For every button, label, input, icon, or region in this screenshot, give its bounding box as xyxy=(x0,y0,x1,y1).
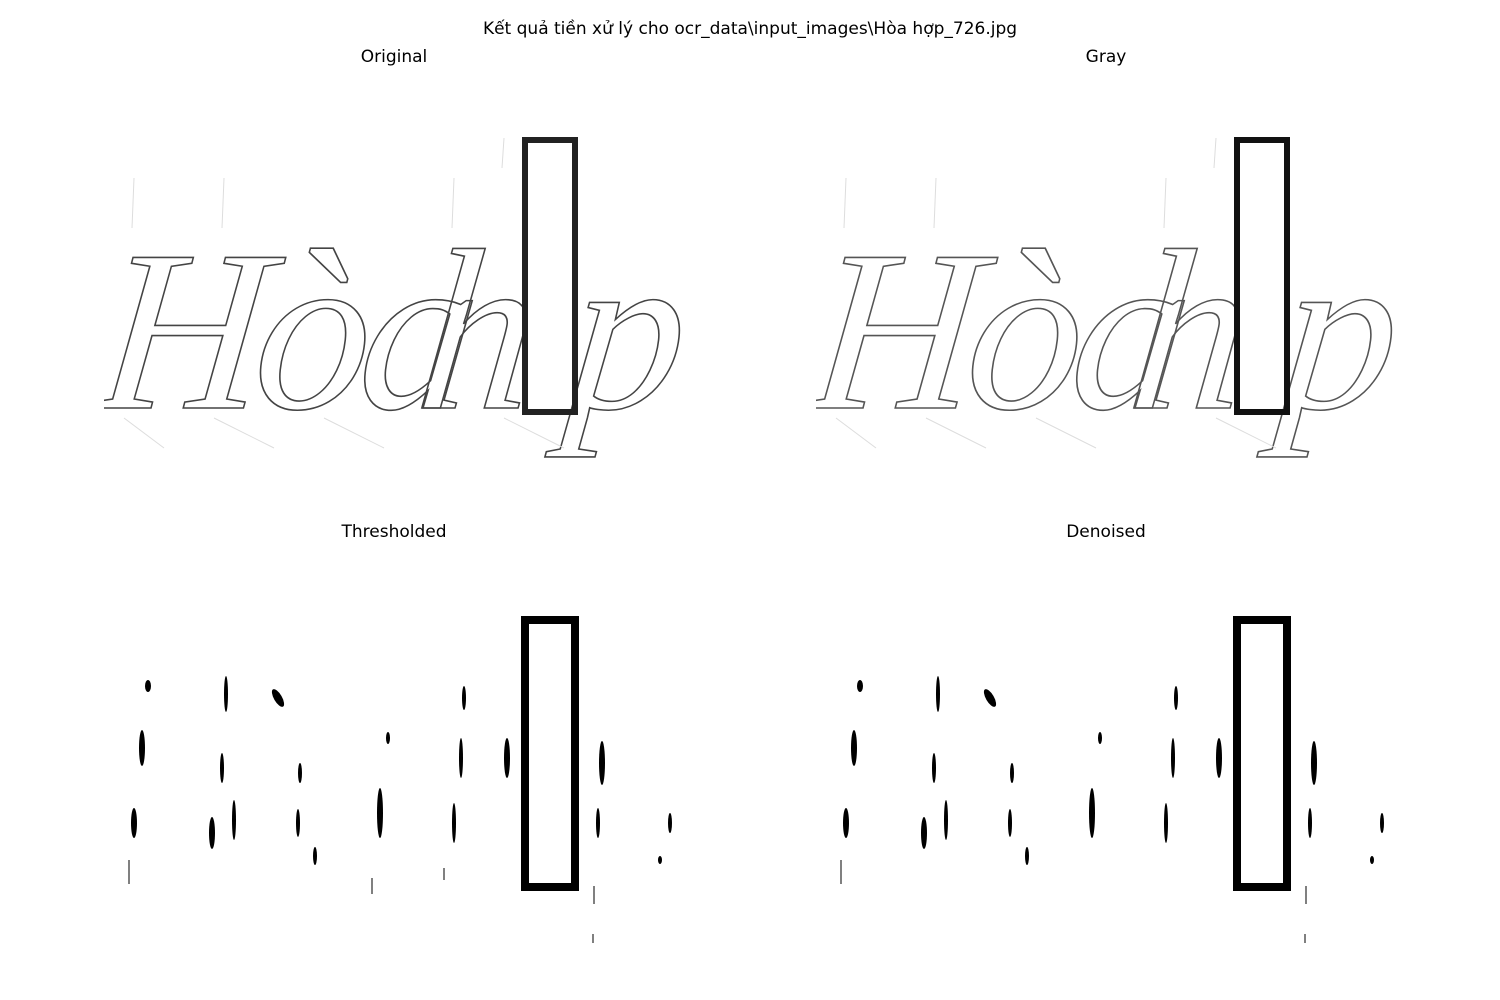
panel-title-denoised: Denoised xyxy=(1066,522,1146,542)
handwriting-left: Hòa xyxy=(816,203,1195,458)
thresholded-image xyxy=(128,616,672,943)
panel-title-gray: Gray xyxy=(1085,47,1127,67)
noise-marks xyxy=(835,137,1277,449)
gray-image: Hòa h p xyxy=(816,137,1396,459)
missing-glyph-box xyxy=(522,137,578,415)
denoised-image-panel xyxy=(816,598,1396,993)
binary-blobs xyxy=(131,676,672,865)
thresholded-image-panel xyxy=(104,598,684,993)
missing-glyph-box xyxy=(1233,616,1291,891)
handwriting-left: Hòa xyxy=(104,203,483,458)
handwriting-p: p xyxy=(1256,203,1396,458)
denoised-image xyxy=(840,616,1384,943)
binary-blobs xyxy=(843,676,1384,865)
figure-title: Kết quả tiền xử lý cho ocr_data\input_im… xyxy=(482,19,1018,39)
handwriting-p: p xyxy=(544,203,684,458)
panel-title-thresholded: Thresholded xyxy=(341,522,447,542)
noise-marks xyxy=(123,137,565,449)
panel-title-original: Original xyxy=(360,47,428,67)
gray-image-panel: Hòa h p xyxy=(816,118,1396,513)
thin-marks xyxy=(128,860,595,943)
original-image: Hòa h p xyxy=(104,137,684,459)
thin-marks xyxy=(840,860,1307,943)
missing-glyph-box xyxy=(521,616,579,891)
original-image-panel: Hòa h p xyxy=(104,118,684,513)
missing-glyph-box xyxy=(1234,137,1290,415)
